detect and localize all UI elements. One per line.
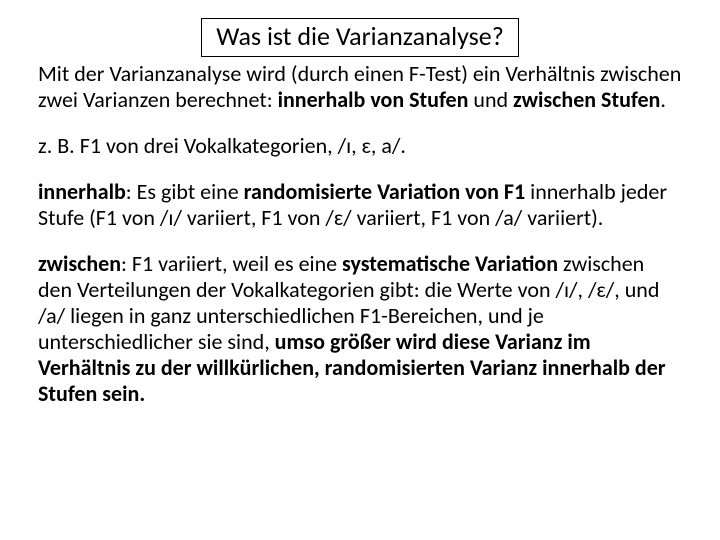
bold-run: systematische Variation <box>342 250 558 277</box>
bold-run: innerhalb von Stufen <box>278 86 469 113</box>
text-run: und <box>468 86 513 113</box>
paragraph-example: z. B. F1 von drei Vokalkategorien, /ɪ, ɛ… <box>38 133 682 159</box>
bold-run: zwischen <box>38 250 121 277</box>
slide-container: Was ist die Varianzanalyse? Mit der Vari… <box>0 0 720 540</box>
paragraph-innerhalb: innerhalb: Es gibt eine randomisierte Va… <box>38 179 682 231</box>
bold-run: innerhalb <box>38 178 126 205</box>
text-run: . <box>660 86 666 113</box>
title-row: Was ist die Varianzanalyse? <box>38 18 682 57</box>
slide-title: Was ist die Varianzanalyse? <box>201 18 519 57</box>
text-run: : F1 variiert, weil es eine <box>121 250 342 277</box>
bold-run: randomisierte Variation von F1 <box>244 178 526 205</box>
bold-run: zwischen Stufen <box>513 86 660 113</box>
text-run: : Es gibt eine <box>126 178 244 205</box>
paragraph-intro: Mit der Varianzanalyse wird (durch einen… <box>38 61 682 113</box>
paragraph-zwischen: zwischen: F1 variiert, weil es eine syst… <box>38 251 682 407</box>
